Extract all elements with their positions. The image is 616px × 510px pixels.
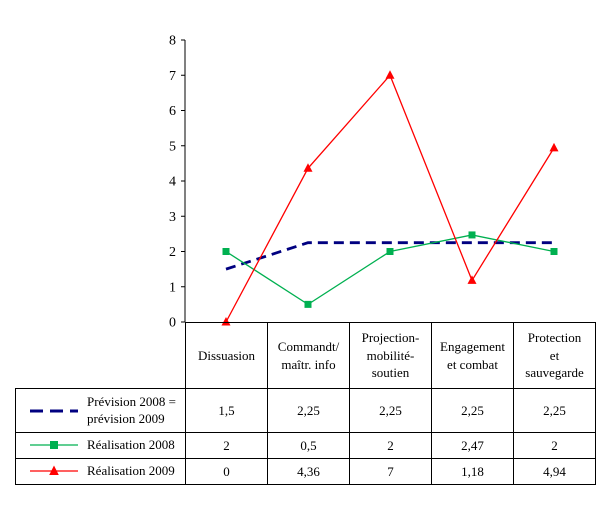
- triangle-marker: [303, 163, 313, 172]
- triangle-marker: [385, 70, 395, 79]
- value-cell: 2,25: [513, 388, 596, 433]
- value-cell: 0,5: [267, 432, 350, 459]
- y-axis-tick-label: 8: [169, 34, 176, 49]
- value-cell: 1,5: [185, 388, 268, 433]
- legend-entry: Réalisation 2009: [18, 463, 183, 480]
- legend-cell: Réalisation 2008: [15, 432, 186, 459]
- series-line-2: [225, 74, 555, 323]
- y-axis-tick-label: 7: [169, 69, 176, 84]
- y-axis-tick-label: 1: [169, 280, 176, 295]
- value-cell: 2: [513, 432, 596, 459]
- y-axis-tick-label: 6: [169, 104, 176, 119]
- category-header-cell: Engagement et combat: [431, 322, 514, 389]
- value-cell: 4,36: [267, 458, 350, 485]
- series-name-label: Réalisation 2009: [87, 463, 175, 479]
- value-cell: 2,25: [431, 388, 514, 433]
- square-marker: [222, 248, 230, 255]
- series-line-0: [225, 241, 554, 271]
- legend-key-triangle: [30, 465, 78, 476]
- legend-entry: Réalisation 2008: [18, 437, 183, 454]
- value-cell: 2,25: [349, 388, 432, 433]
- category-header-cell: Commandt/ maîtr. info: [267, 322, 350, 389]
- legend-cell: Réalisation 2009: [15, 458, 186, 485]
- square-marker: [468, 231, 476, 239]
- value-cell: 2,47: [431, 432, 514, 459]
- category-header-cell: Dissuasion: [185, 322, 268, 389]
- series-row: Réalisation 2009 0 4,36 7 1,18 4,94: [15, 458, 596, 485]
- legend-cell: Prévision 2008 = prévision 2009: [15, 388, 186, 433]
- value-cell: 2,25: [267, 388, 350, 433]
- square-marker: [386, 248, 394, 255]
- table-corner-blank: [16, 323, 186, 389]
- value-cell: 2: [185, 432, 268, 459]
- chart-data-table: Dissuasion Commandt/ maîtr. info Projectio…: [15, 322, 596, 485]
- y-axis-tick-label: 5: [169, 139, 176, 154]
- value-cell: 4,94: [513, 458, 596, 485]
- category-header-cell: Protection et sauvegarde: [513, 322, 596, 389]
- series-row: Réalisation 2008 2 0,5 2 2,47 2: [15, 432, 596, 459]
- line-chart-plot: 0 1 2 3 4 5 6 7 8: [169, 34, 559, 331]
- category-header-cell: Projection- mobilité- soutien: [349, 322, 432, 389]
- series-row: Prévision 2008 = prévision 2009 1,5 2,25 2,…: [15, 388, 596, 433]
- value-cell: 1,18: [431, 458, 514, 485]
- series-name-label: Prévision 2008 = prévision 2009: [87, 393, 176, 426]
- y-axis-tick-label: 0: [169, 316, 176, 331]
- y-axis-tick-label: 2: [169, 245, 176, 260]
- value-cell: 2: [349, 432, 432, 459]
- y-axis-tick-label: 3: [169, 210, 176, 225]
- legend-key-dashed-line: [30, 409, 78, 412]
- triangle-marker: [467, 275, 477, 284]
- legend-entry: Prévision 2008 = prévision 2009: [18, 394, 183, 428]
- square-marker: [550, 248, 558, 255]
- category-header-row: Dissuasion Commandt/ maîtr. info Projectio…: [16, 322, 596, 389]
- value-cell: 0: [185, 458, 268, 485]
- series-line-1: [225, 234, 555, 306]
- y-axis-tick-label: 4: [169, 175, 176, 190]
- legend-key-square: [30, 441, 78, 450]
- square-marker: [304, 300, 312, 308]
- series-name-label: Réalisation 2008: [87, 437, 175, 453]
- value-cell: 7: [349, 458, 432, 485]
- triangle-marker: [549, 142, 559, 152]
